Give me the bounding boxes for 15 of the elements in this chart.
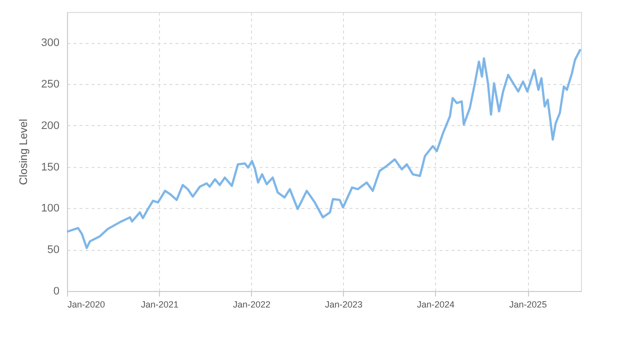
y-tick-label: 0 (53, 286, 60, 298)
x-tick-label: Jan-2022 (233, 300, 271, 310)
x-tick-label: Jan-2020 (68, 300, 106, 310)
y-tick-label: 200 (41, 120, 60, 132)
x-tick-label: Jan-2023 (325, 300, 363, 310)
line-series (66, 48, 582, 250)
y-tick-label: 150 (41, 161, 60, 174)
y-axis-title: Closing Level (18, 118, 30, 186)
x-tick-label: Jan-2021 (140, 300, 179, 310)
x-tick-label: Jan-2024 (417, 300, 455, 310)
y-tick-label: 300 (41, 37, 60, 50)
y-tick-label: 50 (47, 244, 60, 256)
y-tick-label: 100 (41, 202, 60, 215)
y-tick-label: 250 (41, 78, 60, 91)
x-tick-label: Jan-2025 (509, 300, 547, 310)
